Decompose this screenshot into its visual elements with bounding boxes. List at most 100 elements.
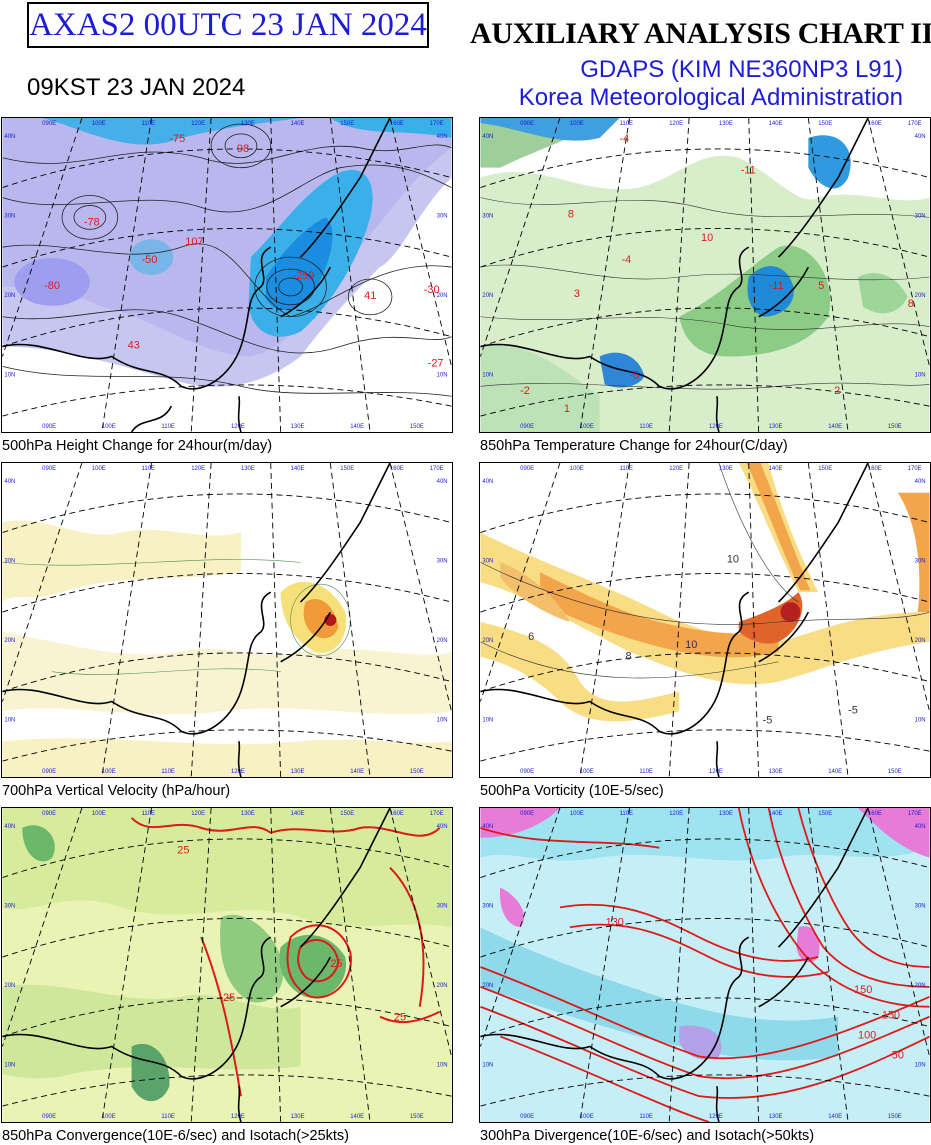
tc-label: -4	[620, 133, 630, 145]
hc-label: 107	[185, 236, 203, 248]
tc-label: 8	[908, 298, 914, 310]
tc-label: 3	[574, 288, 580, 300]
lon-label-top: 140E	[291, 811, 305, 817]
lon-label-bottom: 120E	[709, 424, 723, 430]
lon-label-bottom: 100E	[102, 1114, 116, 1120]
lon-label-top: 140E	[769, 466, 783, 472]
local-time: 09KST 23 JAN 2024	[27, 74, 246, 101]
vort-label: 10	[727, 553, 739, 565]
lat-label-left: 10N	[4, 1062, 15, 1068]
isotach-label: 25	[330, 958, 342, 970]
lat-label-right: 40N	[915, 479, 926, 485]
caption-height-change: 500hPa Height Change for 24hour(m/day)	[2, 438, 273, 454]
hc-label: 98	[237, 143, 249, 155]
lon-label-bottom: 130E	[291, 424, 305, 430]
lon-label-bottom: 140E	[350, 424, 364, 430]
caption-temp-change: 850hPa Temperature Change for 24hour(C/d…	[480, 438, 788, 454]
lon-label-top: 140E	[291, 466, 305, 472]
lat-label-left: 40N	[4, 824, 15, 830]
lat-label-left: 20N	[482, 638, 493, 644]
caption-vorticity: 500hPa Vorticity (10E-5/sec)	[480, 783, 664, 799]
lat-label-right: 40N	[437, 824, 448, 830]
lon-label-bottom: 090E	[42, 1114, 56, 1120]
lon-label-bottom: 140E	[350, 1114, 364, 1120]
lat-label-left: 20N	[4, 983, 15, 989]
tc-label: 10	[701, 232, 713, 244]
lon-label-top: 130E	[719, 466, 733, 472]
lon-label-top: 170E	[430, 121, 444, 127]
lon-label-top: 140E	[769, 811, 783, 817]
lat-label-left: 20N	[482, 293, 493, 299]
lon-label-bottom: 140E	[828, 424, 842, 430]
lon-label-top: 110E	[142, 121, 155, 127]
tc-label: -11	[741, 165, 756, 177]
tc-label: -2	[520, 385, 530, 397]
lon-label-bottom: 100E	[580, 424, 594, 430]
lat-label-left: 40N	[482, 134, 493, 140]
lon-label-top: 090E	[520, 121, 534, 127]
lon-label-bottom: 090E	[42, 424, 56, 430]
lon-label-bottom: 110E	[639, 769, 652, 775]
lon-label-bottom: 120E	[709, 1114, 723, 1120]
caption-convergence: 850hPa Convergence(10E-6/sec) and Isotac…	[2, 1128, 349, 1144]
lon-label-top: 170E	[430, 466, 444, 472]
lon-label-bottom: 120E	[709, 769, 723, 775]
model-name: GDAPS (KIM NE360NP3 L91)	[580, 56, 903, 83]
lon-label-top: 120E	[669, 121, 683, 127]
lon-label-bottom: 130E	[769, 769, 783, 775]
isotach-label: 150	[882, 1010, 900, 1022]
lat-label-left: 10N	[482, 717, 493, 723]
lat-label-left: 30N	[4, 213, 15, 219]
lon-label-top: 150E	[340, 811, 354, 817]
lat-label-right: 30N	[437, 213, 448, 219]
lon-label-top: 100E	[92, 121, 106, 127]
lat-label-right: 20N	[915, 293, 926, 299]
lon-label-bottom: 120E	[231, 1114, 245, 1120]
lon-label-bottom: 100E	[580, 769, 594, 775]
temp-change-map: -4 8 -11 10 3 -4 -11 5 8 -5 -2 1 2 090E 1…	[480, 118, 930, 432]
lat-label-right: 30N	[437, 903, 448, 909]
lon-label-bottom: 090E	[42, 769, 56, 775]
lon-label-bottom: 090E	[520, 769, 534, 775]
lon-label-bottom: 100E	[102, 769, 116, 775]
isotach-label: 25	[223, 992, 235, 1004]
lon-label-top: 110E	[142, 466, 155, 472]
lon-label-top: 160E	[868, 466, 882, 472]
lon-label-top: 140E	[769, 121, 783, 127]
lon-label-bottom: 090E	[520, 424, 534, 430]
lon-label-top: 110E	[620, 121, 633, 127]
lon-label-bottom: 120E	[231, 769, 245, 775]
lon-label-bottom: 130E	[769, 1114, 783, 1120]
lon-label-top: 120E	[669, 811, 683, 817]
lon-label-bottom: 100E	[580, 1114, 594, 1120]
hc-label: 43	[128, 340, 140, 352]
lat-label-right: 10N	[437, 1062, 448, 1068]
panel-convergence: 25 25 25 25 090E 100E 110E 120E 130E 140E 150E…	[1, 807, 453, 1123]
lon-label-bottom: 100E	[102, 424, 116, 430]
lat-label-left: 20N	[4, 293, 15, 299]
lon-label-bottom: 110E	[639, 1114, 652, 1120]
lon-label-bottom: 140E	[828, 769, 842, 775]
product-code-box: AXAS2 00UTC 23 JAN 2024	[27, 2, 429, 48]
lon-label-top: 100E	[92, 811, 106, 817]
lat-label-right: 10N	[915, 717, 926, 723]
lon-label-top: 120E	[191, 811, 205, 817]
isotach-label: 50	[892, 1049, 904, 1061]
lon-label-bottom: 150E	[888, 1114, 902, 1120]
lon-label-top: 090E	[42, 811, 56, 817]
lat-label-left: 30N	[482, 213, 493, 219]
lon-label-bottom: 130E	[769, 424, 783, 430]
lon-label-top: 090E	[520, 811, 534, 817]
lon-label-top: 110E	[620, 811, 633, 817]
lon-label-top: 150E	[818, 466, 832, 472]
lon-label-bottom: 150E	[888, 424, 902, 430]
lon-label-top: 120E	[669, 466, 683, 472]
lon-label-bottom: 110E	[161, 1114, 174, 1120]
lat-label-right: 10N	[437, 372, 448, 378]
panel-height-change: -75 98 -78 -50 -80 107 -259 41 -30 43 -2…	[1, 117, 453, 433]
lon-label-top: 150E	[818, 121, 832, 127]
caption-divergence: 300hPa Divergence(10E-6/sec) and Isotach…	[480, 1128, 815, 1144]
lon-label-top: 130E	[241, 811, 255, 817]
vort-label: 6	[528, 631, 534, 643]
lat-label-right: 20N	[915, 983, 926, 989]
